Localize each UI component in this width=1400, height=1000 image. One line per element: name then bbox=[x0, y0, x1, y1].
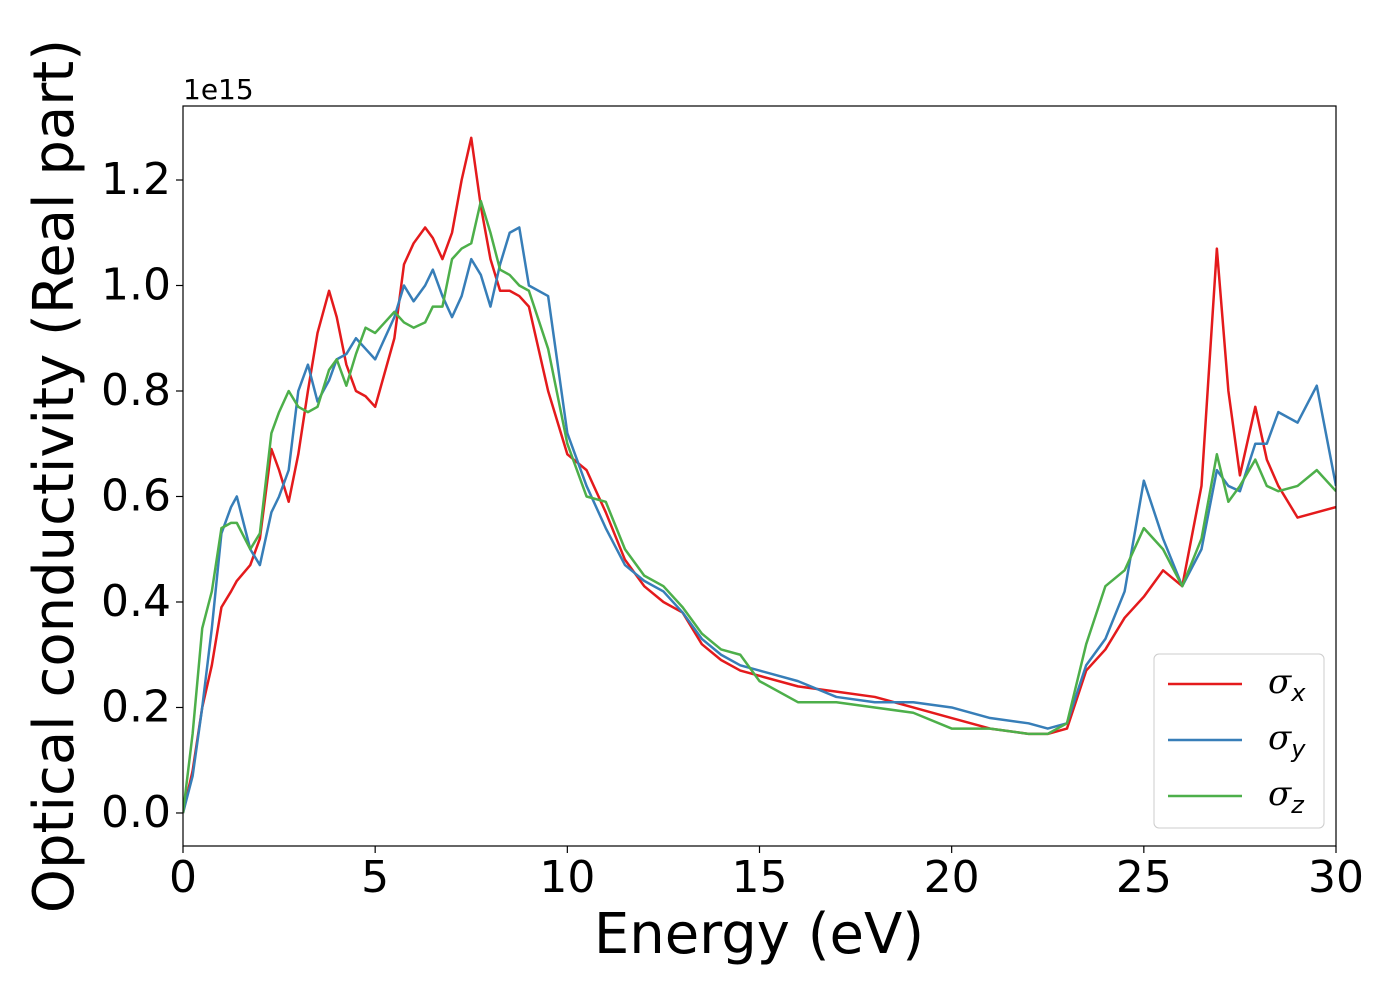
y-tick-label: 0.0 bbox=[101, 787, 171, 838]
y-tick-label: 1.2 bbox=[101, 154, 171, 205]
x-tick-label: 30 bbox=[1308, 852, 1364, 903]
x-tick-label: 0 bbox=[169, 852, 197, 903]
line-series bbox=[183, 226, 1336, 814]
legend-label: σy bbox=[1268, 718, 1306, 763]
x-tick-label: 10 bbox=[539, 852, 595, 903]
x-tick-label: 5 bbox=[361, 852, 389, 903]
y-tick-label: 0.8 bbox=[101, 365, 171, 416]
x-tick-label: 20 bbox=[924, 852, 980, 903]
x-tick-label: 25 bbox=[1116, 852, 1172, 903]
y-offset-label: 1e15 bbox=[183, 73, 254, 106]
y-tick-label: 1.0 bbox=[101, 260, 171, 311]
y-tick-label: 0.2 bbox=[101, 681, 171, 732]
legend-label: σz bbox=[1268, 774, 1305, 819]
legend-label: σx bbox=[1268, 662, 1306, 707]
y-axis-label: Optical conductivity (Real part) bbox=[22, 39, 87, 913]
line-series bbox=[183, 136, 1336, 814]
y-tick-label: 0.6 bbox=[101, 470, 171, 521]
line-series bbox=[183, 199, 1336, 814]
y-tick-label: 0.4 bbox=[101, 576, 171, 627]
x-axis-label: Energy (eV) bbox=[594, 902, 924, 967]
plot-frame bbox=[182, 105, 1337, 847]
x-tick-label: 15 bbox=[732, 852, 788, 903]
